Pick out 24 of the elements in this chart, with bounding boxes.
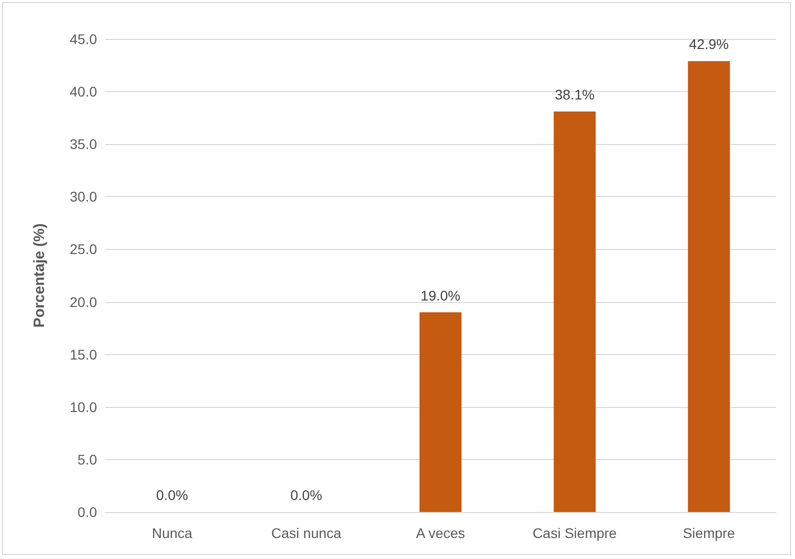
- y-tick-label: 25.0: [70, 241, 98, 258]
- x-tick-label: Casi nunca: [271, 525, 342, 541]
- y-tick-label: 20.0: [70, 294, 98, 310]
- y-tick-label: 40.0: [70, 84, 98, 100]
- x-tick-label: A veces: [416, 525, 466, 541]
- data-label: 38.1%: [554, 86, 595, 103]
- data-label: 0.0%: [290, 487, 322, 503]
- x-tick-label: Casi Siempre: [532, 525, 617, 541]
- y-tick-label: 5.0: [78, 451, 98, 468]
- data-label: 19.0%: [420, 287, 460, 304]
- bar: [688, 61, 730, 512]
- y-tick-label: 0.0: [78, 504, 98, 520]
- x-tick-label: Nunca: [152, 525, 193, 541]
- y-tick-label: 10.0: [70, 398, 98, 415]
- y-tick-label: 45.0: [70, 31, 98, 47]
- bar: [554, 112, 596, 512]
- y-axis-title: Porcentaje (%): [31, 223, 48, 328]
- y-tick-label: 35.0: [70, 136, 98, 152]
- data-label: 0.0%: [156, 487, 188, 503]
- x-tick-label: Siempre: [682, 525, 736, 541]
- bar: [420, 312, 462, 512]
- y-tick-label: 15.0: [70, 346, 98, 362]
- data-label: 42.9%: [689, 36, 729, 52]
- y-tick-label: 30.0: [70, 188, 98, 205]
